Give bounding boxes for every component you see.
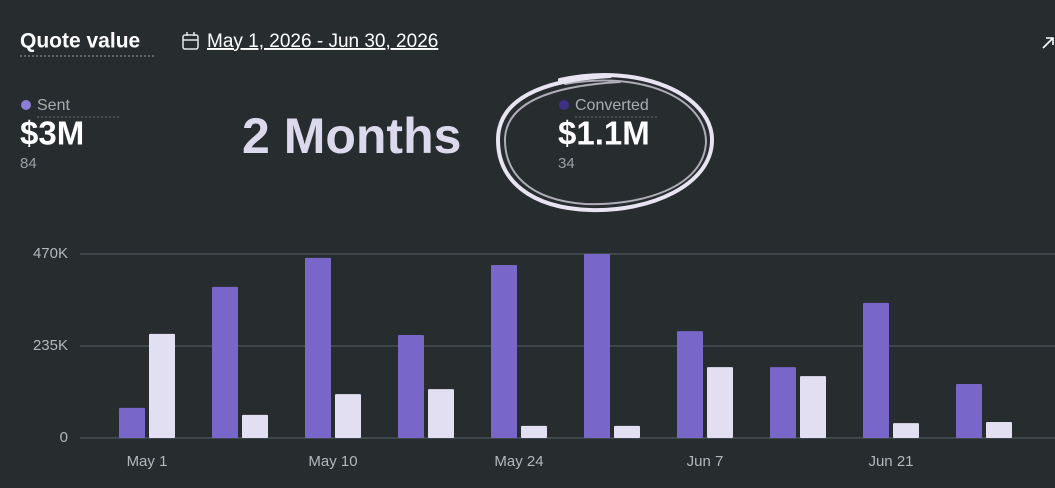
bar — [614, 425, 640, 438]
legend-dot — [559, 100, 569, 110]
bar — [521, 425, 547, 438]
x-tick-label: May 10 — [308, 453, 357, 470]
y-tick-label: 0 — [60, 429, 68, 446]
y-tick-label: 235K — [33, 337, 68, 354]
legend-label: Sent — [37, 97, 70, 114]
series-total: $1.1M — [558, 115, 650, 152]
bar — [428, 389, 454, 438]
bar — [677, 331, 703, 438]
bar — [491, 264, 517, 438]
legend-dot — [21, 100, 31, 110]
bar — [398, 335, 424, 438]
series-count: 34 — [558, 155, 575, 172]
bar — [212, 286, 238, 438]
x-tick-label: May 1 — [127, 453, 168, 470]
legend-label: Converted — [575, 97, 649, 114]
bar — [335, 394, 361, 438]
bar — [149, 333, 175, 438]
bar — [584, 254, 610, 438]
bar — [863, 302, 889, 438]
x-tick-label: Jun 21 — [868, 453, 913, 470]
expand-icon[interactable] — [1042, 37, 1054, 49]
bar — [986, 421, 1012, 438]
bar — [956, 383, 982, 438]
bar — [770, 367, 796, 438]
bar — [707, 367, 733, 438]
calendar-icon — [182, 32, 199, 50]
bar — [893, 423, 919, 438]
series-count: 84 — [20, 155, 37, 172]
bar — [119, 407, 145, 438]
hand-drawn-circle — [495, 73, 715, 213]
bar — [305, 257, 331, 438]
y-tick-label: 470K — [33, 245, 68, 262]
annotation: 2 Months — [242, 108, 461, 164]
series-total: $3M — [20, 115, 84, 152]
date-range[interactable]: May 1, 2026 - Jun 30, 2026 — [207, 31, 438, 52]
bar — [242, 414, 268, 438]
widget-title[interactable]: Quote value — [20, 30, 140, 53]
x-tick-label: Jun 7 — [687, 453, 724, 470]
x-tick-label: May 24 — [494, 453, 543, 470]
bar — [800, 376, 826, 438]
